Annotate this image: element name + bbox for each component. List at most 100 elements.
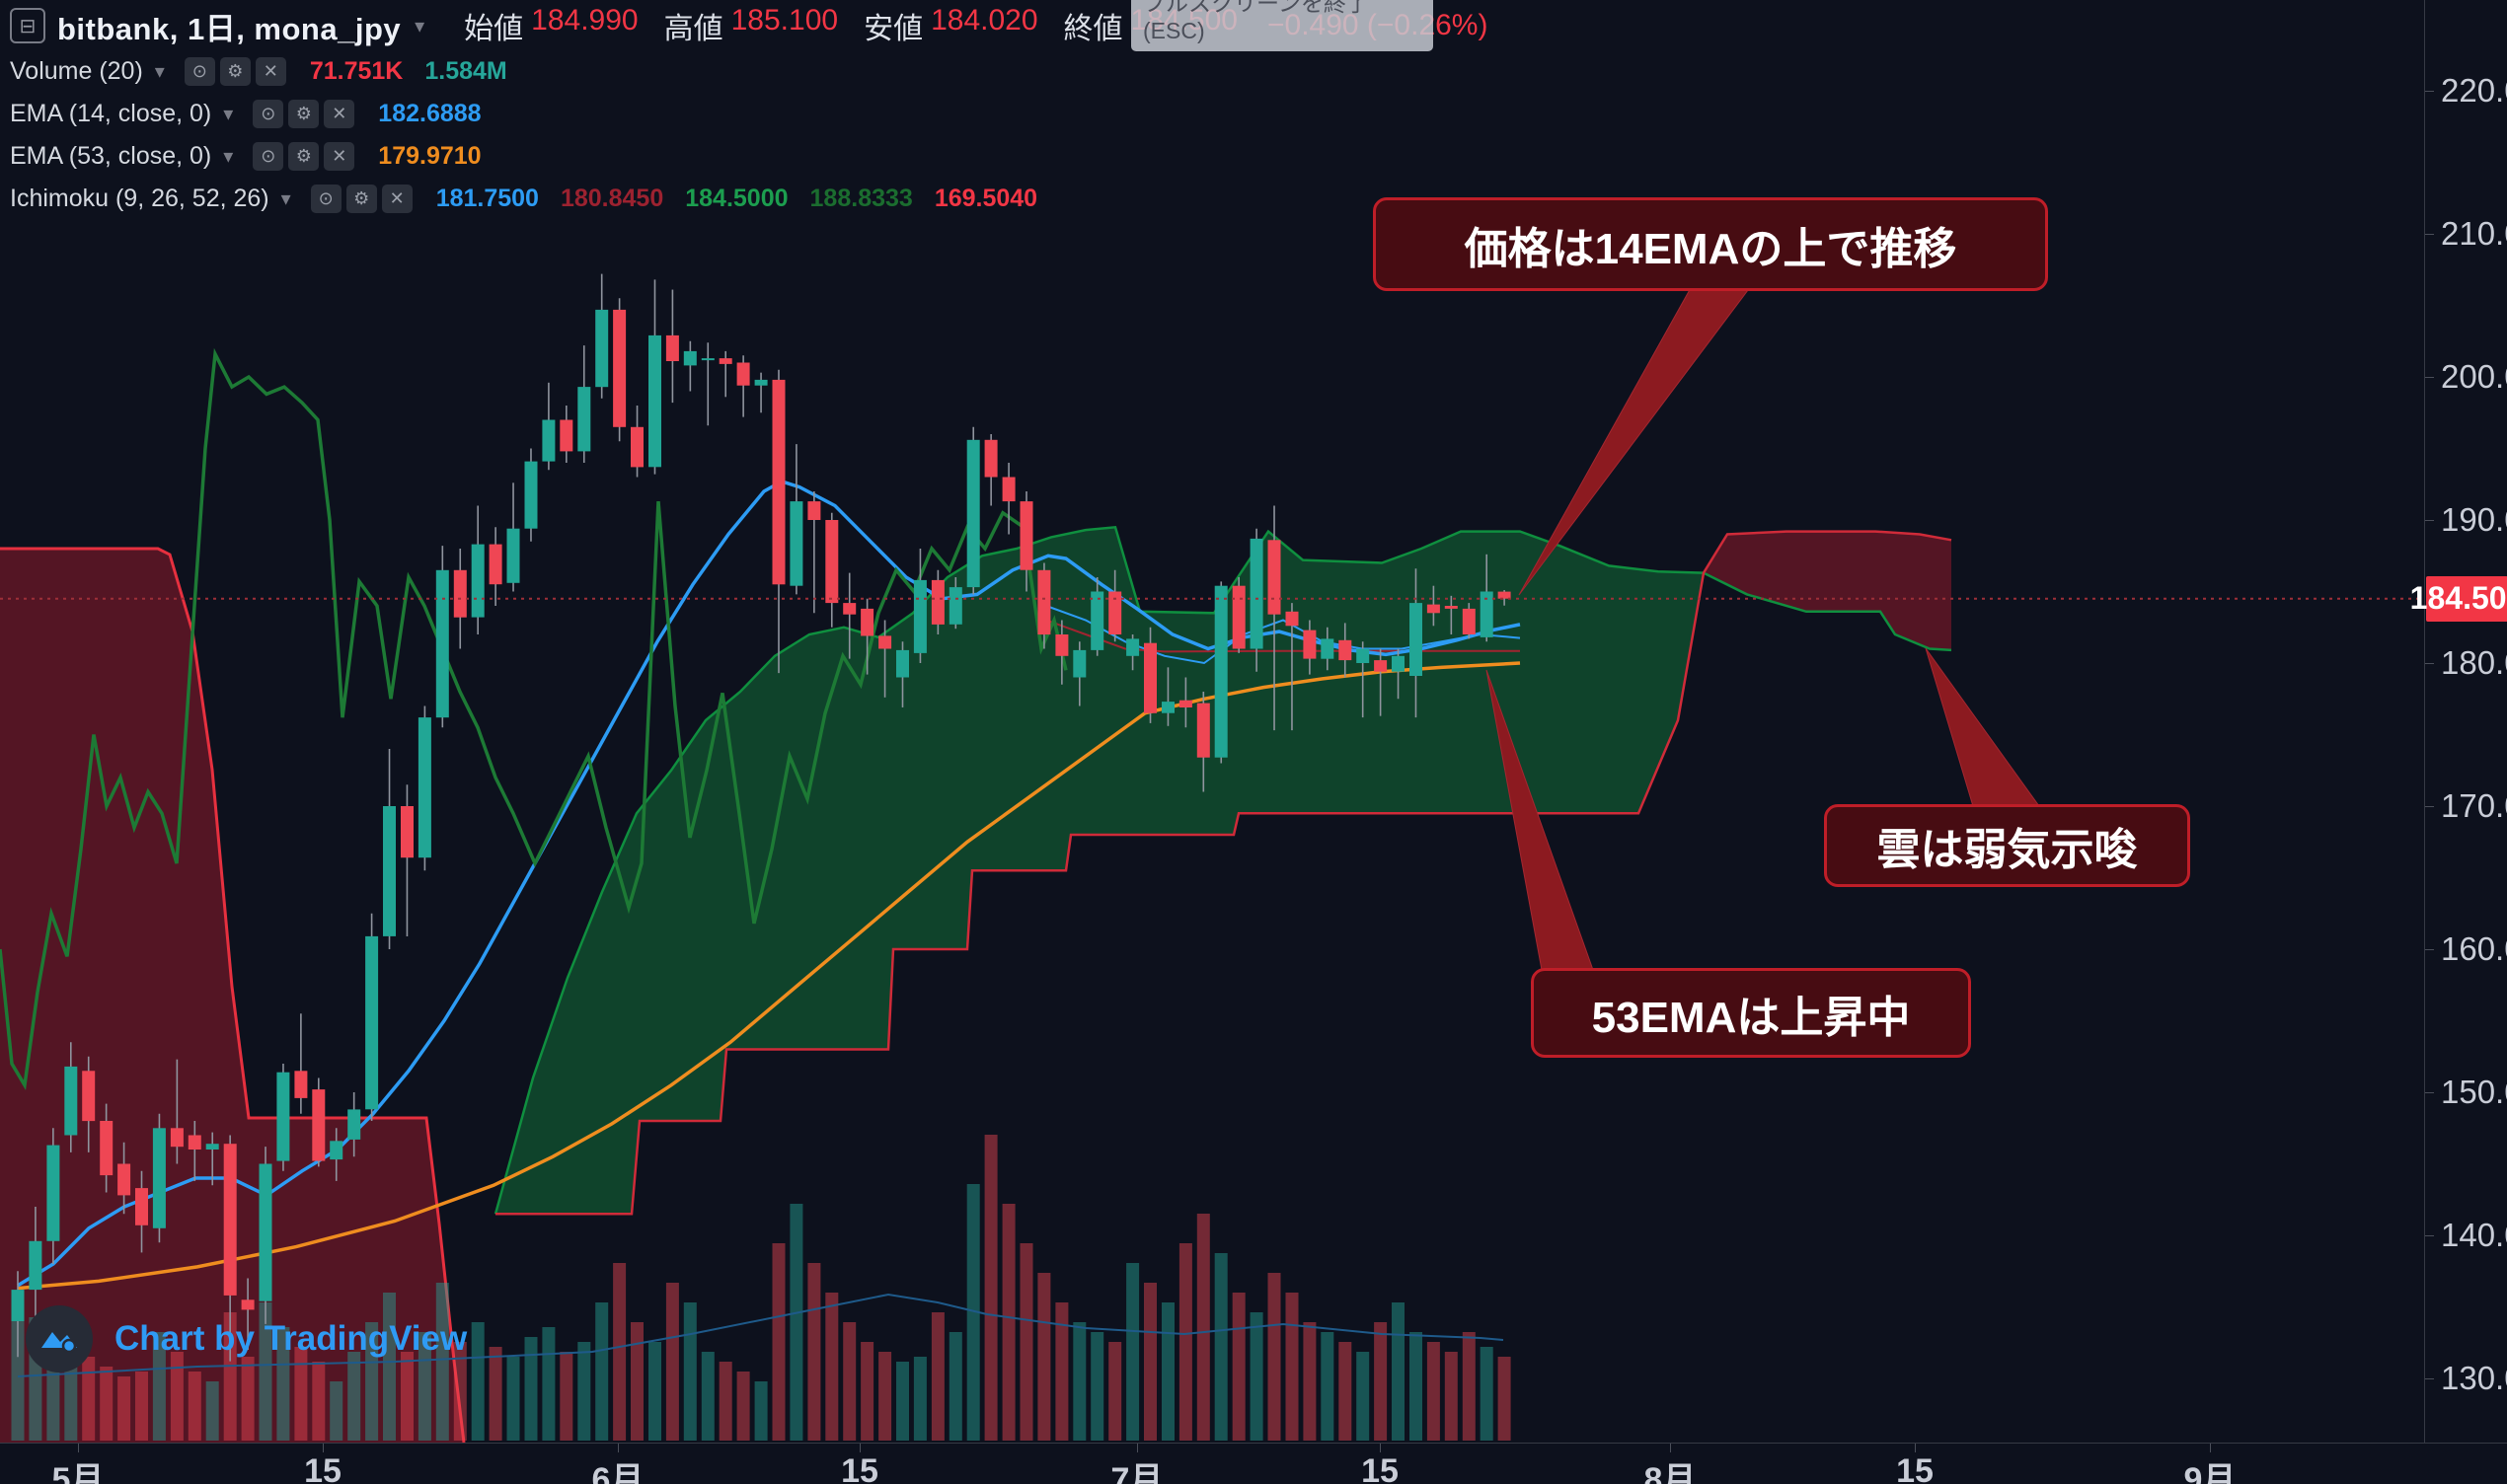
volume-bar xyxy=(188,1372,201,1441)
chevron-down-icon[interactable]: ▾ xyxy=(223,145,234,168)
volume-bar xyxy=(401,1352,414,1441)
volume-bar xyxy=(294,1347,308,1441)
volume-bar xyxy=(1126,1263,1140,1441)
candle-body xyxy=(772,379,786,585)
time-axis-label: 8月 xyxy=(1643,1461,1697,1484)
price-axis-label: 170.000 xyxy=(2441,787,2507,824)
indicator-value: 188.8333 xyxy=(809,184,913,212)
high-value: 185.100 xyxy=(730,4,839,37)
volume-bar xyxy=(577,1342,591,1441)
volume-bar xyxy=(259,1302,272,1441)
eye-icon[interactable]: ⊙ xyxy=(310,184,342,213)
candle-body xyxy=(631,426,644,468)
volume-bar xyxy=(542,1327,556,1441)
eye-icon[interactable]: ⊙ xyxy=(253,99,284,128)
chevron-down-icon[interactable]: ▾ xyxy=(223,103,234,125)
volume-bar xyxy=(736,1372,750,1441)
candle-body xyxy=(205,1144,219,1150)
annotation-connector[interactable] xyxy=(1925,647,2040,807)
candle-body xyxy=(453,569,467,618)
chevron-down-icon[interactable]: ▾ xyxy=(280,187,291,210)
annotation-ema53-rising[interactable]: 53EMAは上昇中 xyxy=(1531,968,1971,1058)
candle-body xyxy=(966,439,980,588)
close-icon[interactable]: ✕ xyxy=(324,141,355,171)
time-axis-tick xyxy=(860,1444,861,1452)
candle-body xyxy=(913,579,927,653)
indicator-name[interactable]: Ichimoku (9, 26, 52, 26) xyxy=(10,184,269,212)
open-label: 始値 xyxy=(464,13,524,45)
symbol-title[interactable]: bitbank, 1日, mona_jpy xyxy=(57,11,402,46)
annotation-cloud-bearish[interactable]: 雲は弱気示唆 xyxy=(1824,804,2190,887)
gear-icon[interactable]: ⚙ xyxy=(345,184,377,213)
candle-body xyxy=(861,608,874,636)
close-icon[interactable]: ✕ xyxy=(255,56,286,86)
candle-body xyxy=(843,603,857,615)
volume-bar xyxy=(1196,1214,1210,1441)
eye-icon[interactable]: ⊙ xyxy=(253,141,284,171)
gear-icon[interactable]: ⚙ xyxy=(288,141,320,171)
tradingview-watermark[interactable]: Chart by TradingView xyxy=(26,1305,467,1373)
watermark-label: Chart by TradingView xyxy=(114,1319,468,1358)
annotation-price-above-ema14[interactable]: 価格は14EMAの上で推移 xyxy=(1373,197,2048,291)
candle-body xyxy=(1303,630,1317,659)
indicator-name[interactable]: Volume (20) xyxy=(10,56,143,85)
volume-bar xyxy=(1162,1302,1175,1441)
indicator-row-ema: EMA (53, close, 0) ▾ ⊙ ⚙ ✕ 179.9710 xyxy=(10,139,1487,173)
candle-body xyxy=(1285,611,1299,627)
candle-body xyxy=(489,544,502,585)
indicator-row-ichimoku: Ichimoku (9, 26, 52, 26) ▾ ⊙ ⚙ ✕ 181.750… xyxy=(10,182,1487,215)
chevron-down-icon[interactable]: ▾ xyxy=(415,15,425,37)
menu-icon[interactable]: ⊟ xyxy=(10,8,45,43)
volume-bar xyxy=(453,1342,467,1441)
candle-body xyxy=(896,649,909,678)
indicator-row-ema: EMA (14, close, 0) ▾ ⊙ ⚙ ✕ 182.6888 xyxy=(10,97,1487,130)
candle-body xyxy=(259,1163,272,1301)
time-axis[interactable]: 5月 15 6月 15 7月 15 8月 15 9月 xyxy=(0,1443,2507,1484)
indicator-name[interactable]: EMA (53, close, 0) xyxy=(10,141,212,170)
candle-body xyxy=(754,379,768,386)
annotation-connector[interactable] xyxy=(1518,285,1753,596)
price-axis-tick xyxy=(2425,949,2434,950)
price-axis-tick xyxy=(2425,1378,2434,1379)
eye-icon[interactable]: ⊙ xyxy=(184,56,215,86)
volume-bar xyxy=(135,1372,148,1441)
chevron-down-icon[interactable]: ▾ xyxy=(154,60,165,83)
indicator-rows: Volume (20) ▾ ⊙ ⚙ ✕ 71.751K 1.584M EMA (14… xyxy=(10,54,1487,215)
volume-bar xyxy=(1232,1293,1246,1441)
tooltip-text: フルスクリーンを終了 xyxy=(1143,0,1369,16)
close-icon[interactable]: ✕ xyxy=(381,184,413,213)
gear-icon[interactable]: ⚙ xyxy=(219,56,251,86)
candle-body xyxy=(825,520,839,604)
candle-body xyxy=(170,1128,184,1148)
gear-icon[interactable]: ⚙ xyxy=(288,99,320,128)
candle-body xyxy=(665,334,679,361)
price-axis-tick xyxy=(2425,377,2434,378)
time-axis-label: 6月 xyxy=(591,1461,645,1484)
candle-body xyxy=(524,461,538,529)
volume-bar xyxy=(719,1362,732,1441)
price-axis-tick xyxy=(2425,1235,2434,1236)
volume-bar xyxy=(665,1283,679,1441)
volume-bar xyxy=(312,1362,326,1441)
price-axis-tick xyxy=(2425,806,2434,807)
ichimoku-green-cloud xyxy=(495,527,1704,1215)
price-axis[interactable]: 184.500 220.000 210.000 200.000 190.000 180.… xyxy=(2410,0,2507,1443)
senkou-b-line xyxy=(495,530,1952,1216)
candle-body xyxy=(1462,608,1476,634)
candle-body xyxy=(1374,660,1388,672)
candle-body xyxy=(135,1188,148,1225)
candle-body xyxy=(1126,638,1140,656)
candle-body xyxy=(736,362,750,386)
volume-bar xyxy=(1321,1332,1334,1441)
volume-bar xyxy=(790,1204,803,1441)
volume-bar xyxy=(1267,1273,1281,1441)
candle-body xyxy=(1426,604,1440,614)
candle-body xyxy=(29,1240,42,1291)
candle-body xyxy=(1073,649,1087,678)
close-icon[interactable]: ✕ xyxy=(324,99,355,128)
volume-bar xyxy=(241,1357,255,1441)
indicator-value: 179.9710 xyxy=(378,141,482,170)
indicator-name[interactable]: EMA (14, close, 0) xyxy=(10,99,212,127)
candle-body xyxy=(1444,606,1458,609)
